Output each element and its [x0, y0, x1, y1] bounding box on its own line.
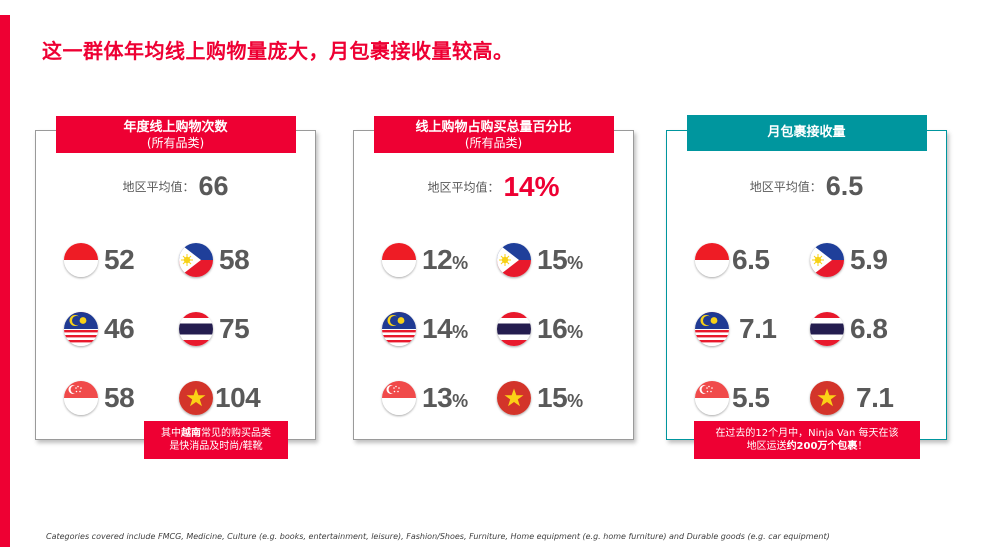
- categories-footnote: Categories covered include FMCG, Medicin…: [46, 532, 830, 541]
- country-value: 6.5: [732, 243, 770, 275]
- card-header-subtitle: (所有品类): [464, 136, 523, 150]
- country-malaysia: 14%: [382, 294, 497, 363]
- regional-average-label: 地区平均值：: [749, 180, 822, 194]
- country-grid: 6.5 5.9 7.1 6.8 5.5 7.1: [695, 225, 925, 432]
- country-thailand: 75: [179, 294, 294, 363]
- country-singapore: 58: [64, 363, 179, 432]
- indonesia-flag-icon: [382, 243, 416, 277]
- card-header: 年度线上购物次数 (所有品类): [55, 116, 296, 153]
- card-header: 月包裹接收量: [686, 115, 927, 151]
- country-indonesia: 12%: [382, 225, 497, 294]
- card-header: 线上购物占购买总量百分比 (所有品类): [373, 116, 614, 153]
- country-vietnam: 15%: [497, 363, 612, 432]
- card-header-title: 线上购物占购买总量百分比: [415, 120, 572, 135]
- country-value: 75: [219, 312, 250, 344]
- accent-side-bar: [0, 15, 10, 547]
- country-indonesia: 52: [64, 225, 179, 294]
- country-value: 16%: [537, 312, 583, 344]
- card-monthly-parcels-received: 月包裹接收量 地区平均值： 6.5 6.5 5.9 7.1 6.8 5.5 7.1: [666, 115, 947, 440]
- regional-average: 地区平均值： 6.5: [667, 171, 946, 202]
- singapore-flag-icon: [695, 381, 729, 415]
- country-value: 52: [104, 243, 135, 275]
- country-value: 5.5: [732, 381, 770, 413]
- country-value: 6.8: [850, 312, 888, 344]
- country-thailand: 16%: [497, 294, 612, 363]
- philippines-flag-icon: [497, 243, 531, 277]
- country-value: 58: [104, 381, 135, 413]
- country-thailand: 6.8: [810, 294, 925, 363]
- country-value: 104: [215, 381, 261, 413]
- regional-average: 地区平均值： 66: [36, 171, 315, 202]
- country-philippines: 58: [179, 225, 294, 294]
- country-vietnam: 7.1: [810, 363, 925, 432]
- card-online-share-of-purchases: 线上购物占购买总量百分比 (所有品类) 地区平均值： 14% 12% 15% 14…: [353, 116, 634, 440]
- country-value: 7.1: [856, 381, 894, 413]
- vietnam-flag-icon: [810, 381, 844, 415]
- regional-average-value: 66: [198, 171, 229, 201]
- page-title: 这一群体年均线上购物量庞大，月包裹接收量较高。: [42, 39, 514, 63]
- country-value: 46: [104, 312, 135, 344]
- country-singapore: 13%: [382, 363, 497, 432]
- card-header-subtitle: (所有品类): [146, 136, 205, 150]
- regional-average-value: 14%: [503, 171, 560, 202]
- country-value: 12%: [422, 243, 468, 275]
- regional-average: 地区平均值： 14%: [354, 171, 633, 203]
- malaysia-flag-icon: [695, 312, 729, 346]
- country-philippines: 15%: [497, 225, 612, 294]
- card-header-title: 年度线上购物次数: [123, 120, 228, 135]
- country-value: 14%: [422, 312, 468, 344]
- philippines-flag-icon: [179, 243, 213, 277]
- country-value: 7.1: [739, 312, 777, 344]
- thailand-flag-icon: [497, 312, 531, 346]
- vietnam-flag-icon: [497, 381, 531, 415]
- malaysia-flag-icon: [382, 312, 416, 346]
- card-header-title: 月包裹接收量: [767, 125, 846, 140]
- singapore-flag-icon: [382, 381, 416, 415]
- country-philippines: 5.9: [810, 225, 925, 294]
- country-value: 13%: [422, 381, 468, 413]
- vietnam-flag-icon: [179, 381, 213, 415]
- country-value: 15%: [537, 243, 583, 275]
- country-indonesia: 6.5: [695, 225, 810, 294]
- country-value: 58: [219, 243, 250, 275]
- singapore-flag-icon: [64, 381, 98, 415]
- regional-average-value: 6.5: [825, 171, 864, 201]
- country-grid: 52 58 46 75 58 104: [64, 225, 294, 432]
- card-annual-online-purchases: 年度线上购物次数 (所有品类) 地区平均值： 66 52 58 46 75 58 …: [35, 116, 316, 440]
- country-malaysia: 46: [64, 294, 179, 363]
- country-grid: 12% 15% 14% 16% 13% 15%: [382, 225, 612, 432]
- indonesia-flag-icon: [695, 243, 729, 277]
- country-malaysia: 7.1: [695, 294, 810, 363]
- thailand-flag-icon: [810, 312, 844, 346]
- malaysia-flag-icon: [64, 312, 98, 346]
- vietnam-category-note: 其中越南常见的购买品类 是快消品及时尚/鞋靴: [144, 421, 288, 459]
- indonesia-flag-icon: [64, 243, 98, 277]
- regional-average-label: 地区平均值：: [122, 180, 195, 194]
- country-vietnam: 104: [179, 363, 294, 432]
- ninja-van-delivery-note: 在过去的12个月中，Ninja Van 每天在该 地区运送约200万个包裹！: [694, 421, 920, 459]
- philippines-flag-icon: [810, 243, 844, 277]
- country-singapore: 5.5: [695, 363, 810, 432]
- country-value: 15%: [537, 381, 583, 413]
- thailand-flag-icon: [179, 312, 213, 346]
- country-value: 5.9: [850, 243, 888, 275]
- regional-average-label: 地区平均值：: [427, 180, 500, 195]
